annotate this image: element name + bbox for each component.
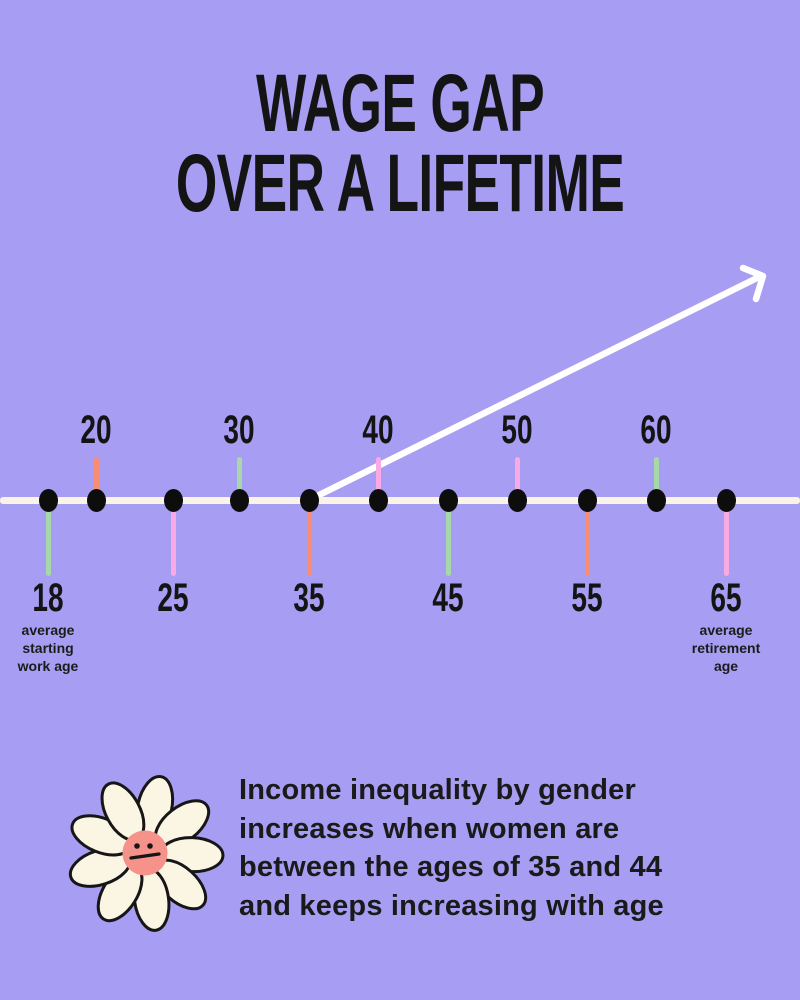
tick-mark-25 <box>170 511 176 576</box>
caption-text: Income inequality by gender increases wh… <box>239 771 664 925</box>
tick-mark-60 <box>653 457 659 497</box>
tick-mark-65 <box>723 511 729 576</box>
timeline-dot-18 <box>38 489 58 512</box>
retirement-age-note: average retirement age <box>691 622 761 674</box>
timeline-dot-55 <box>577 489 597 512</box>
timeline-dot-65 <box>716 489 736 512</box>
tick-mark-30 <box>236 457 242 497</box>
timeline-dot-35 <box>299 489 319 512</box>
age-label-40: 40 <box>362 408 394 452</box>
age-label-30: 30 <box>223 408 255 452</box>
timeline-dot-60 <box>646 489 666 512</box>
flower-eye-right <box>147 843 153 849</box>
caption-line-4: and keeps increasing with age <box>239 889 664 922</box>
flower-eye-left <box>134 843 140 849</box>
page-title-line-1: WAGE GAP <box>256 58 545 149</box>
age-label-55: 55 <box>571 576 603 620</box>
tick-mark-50 <box>514 457 520 497</box>
timeline-dot-45 <box>438 489 458 512</box>
tick-mark-55 <box>584 511 590 576</box>
timeline-dot-40 <box>368 489 388 512</box>
page-title-line-2: OVER A LIFETIME <box>175 138 625 229</box>
flower-mouth <box>129 852 161 860</box>
timeline-dot-30 <box>229 489 249 512</box>
age-label-65: 65 <box>710 576 742 620</box>
timeline-dot-25 <box>163 489 183 512</box>
age-label-20: 20 <box>80 408 112 452</box>
flower-face <box>122 830 168 876</box>
tick-mark-20 <box>93 457 99 497</box>
tick-mark-18 <box>45 511 51 576</box>
daisy-flower-illustration <box>68 774 225 932</box>
tick-mark-35 <box>306 511 312 576</box>
tick-mark-40 <box>375 457 381 497</box>
age-label-60: 60 <box>640 408 672 452</box>
caption-line-3: between the ages of 35 and 44 <box>239 851 663 883</box>
caption-line-2: increases when women are <box>239 812 620 845</box>
timeline-dot-20 <box>86 489 106 512</box>
timeline-axis <box>0 497 800 504</box>
age-label-50: 50 <box>501 408 533 452</box>
starting-age-note: average starting work age <box>17 622 79 674</box>
age-label-45: 45 <box>432 576 464 620</box>
age-label-18: 18 <box>32 576 64 620</box>
age-label-35: 35 <box>293 576 325 620</box>
age-label-25: 25 <box>157 576 189 620</box>
page-title: WAGE GAP OVER A LIFETIME <box>0 58 800 229</box>
caption-line-1: Income inequality by gender <box>239 774 636 806</box>
tick-mark-45 <box>445 511 451 576</box>
timeline-dot-50 <box>507 489 527 512</box>
